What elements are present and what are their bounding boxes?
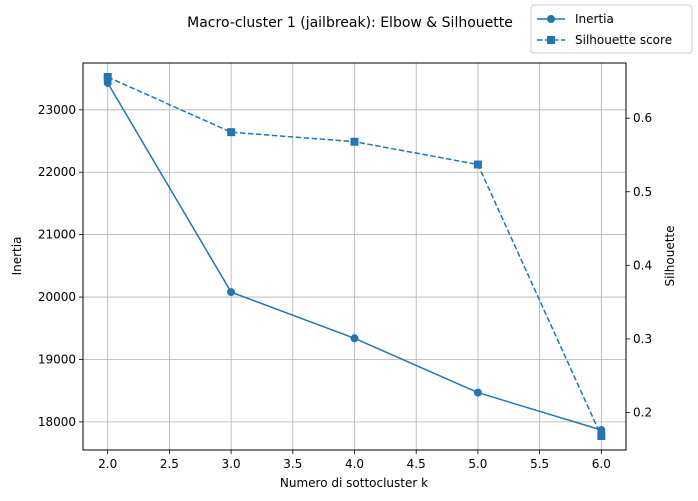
x-tick-label: 2.5 (160, 457, 179, 471)
y-axis-right: 0.2 0.3 0.4 0.5 0.6 (626, 111, 652, 419)
x-tick-label: 4.5 (407, 457, 426, 471)
y-left-tick-label: 21000 (38, 228, 76, 242)
x-axis-label: Numero di sottocluster k (280, 476, 428, 490)
x-tick-label: 4.0 (345, 457, 364, 471)
series-layer (103, 72, 606, 441)
legend-box (530, 4, 693, 54)
legend-label-inertia: Inertia (575, 12, 614, 26)
y-right-tick-label: 0.2 (633, 405, 652, 419)
x-tick-label: 3.0 (222, 457, 241, 471)
y-right-tick-label: 0.5 (633, 185, 652, 199)
legend-marker-inertia (547, 15, 555, 23)
grid (83, 63, 626, 450)
y-left-tick-label: 23000 (38, 103, 76, 117)
y-left-tick-label: 19000 (38, 352, 76, 366)
silhouette-score-point (103, 72, 112, 81)
legend-marker-silhouette-score (547, 36, 555, 44)
y-right-tick-label: 0.4 (633, 258, 652, 272)
legend-label-silhouette-score: Silhouette score (575, 33, 672, 47)
inertia-point (473, 388, 482, 397)
y-left-tick-label: 18000 (38, 415, 76, 429)
x-tick-label: 5.0 (468, 457, 487, 471)
y-right-tick-label: 0.3 (633, 332, 652, 346)
silhouette-score-point (350, 137, 359, 146)
y-axis-right-label: Silhouette (663, 225, 677, 286)
x-axis: 2.0 2.5 3.0 3.5 4.0 4.5 5.0 5.5 6.0 (98, 450, 611, 471)
y-left-tick-label: 22000 (38, 165, 76, 179)
chart-title: Macro-cluster 1 (jailbreak): Elbow & Sil… (187, 15, 513, 31)
y-left-tick-label: 20000 (38, 290, 76, 304)
legend-items: Inertia Silhouette score (537, 12, 672, 47)
silhouette-score-point (473, 160, 482, 169)
y-axis-left-label: Inertia (10, 237, 24, 276)
silhouette-score-point (597, 432, 606, 441)
x-tick-label: 6.0 (592, 457, 611, 471)
y-right-tick-label: 0.6 (633, 111, 652, 125)
legend: Inertia Silhouette score (530, 4, 693, 54)
x-tick-label: 3.5 (283, 457, 302, 471)
inertia-point (350, 334, 359, 343)
y-axis-left: 18000 19000 20000 21000 22000 23000 (38, 103, 83, 429)
x-tick-label: 5.5 (530, 457, 549, 471)
silhouette-score-point (227, 128, 236, 137)
inertia-point (227, 288, 236, 297)
x-tick-label: 2.0 (98, 457, 117, 471)
